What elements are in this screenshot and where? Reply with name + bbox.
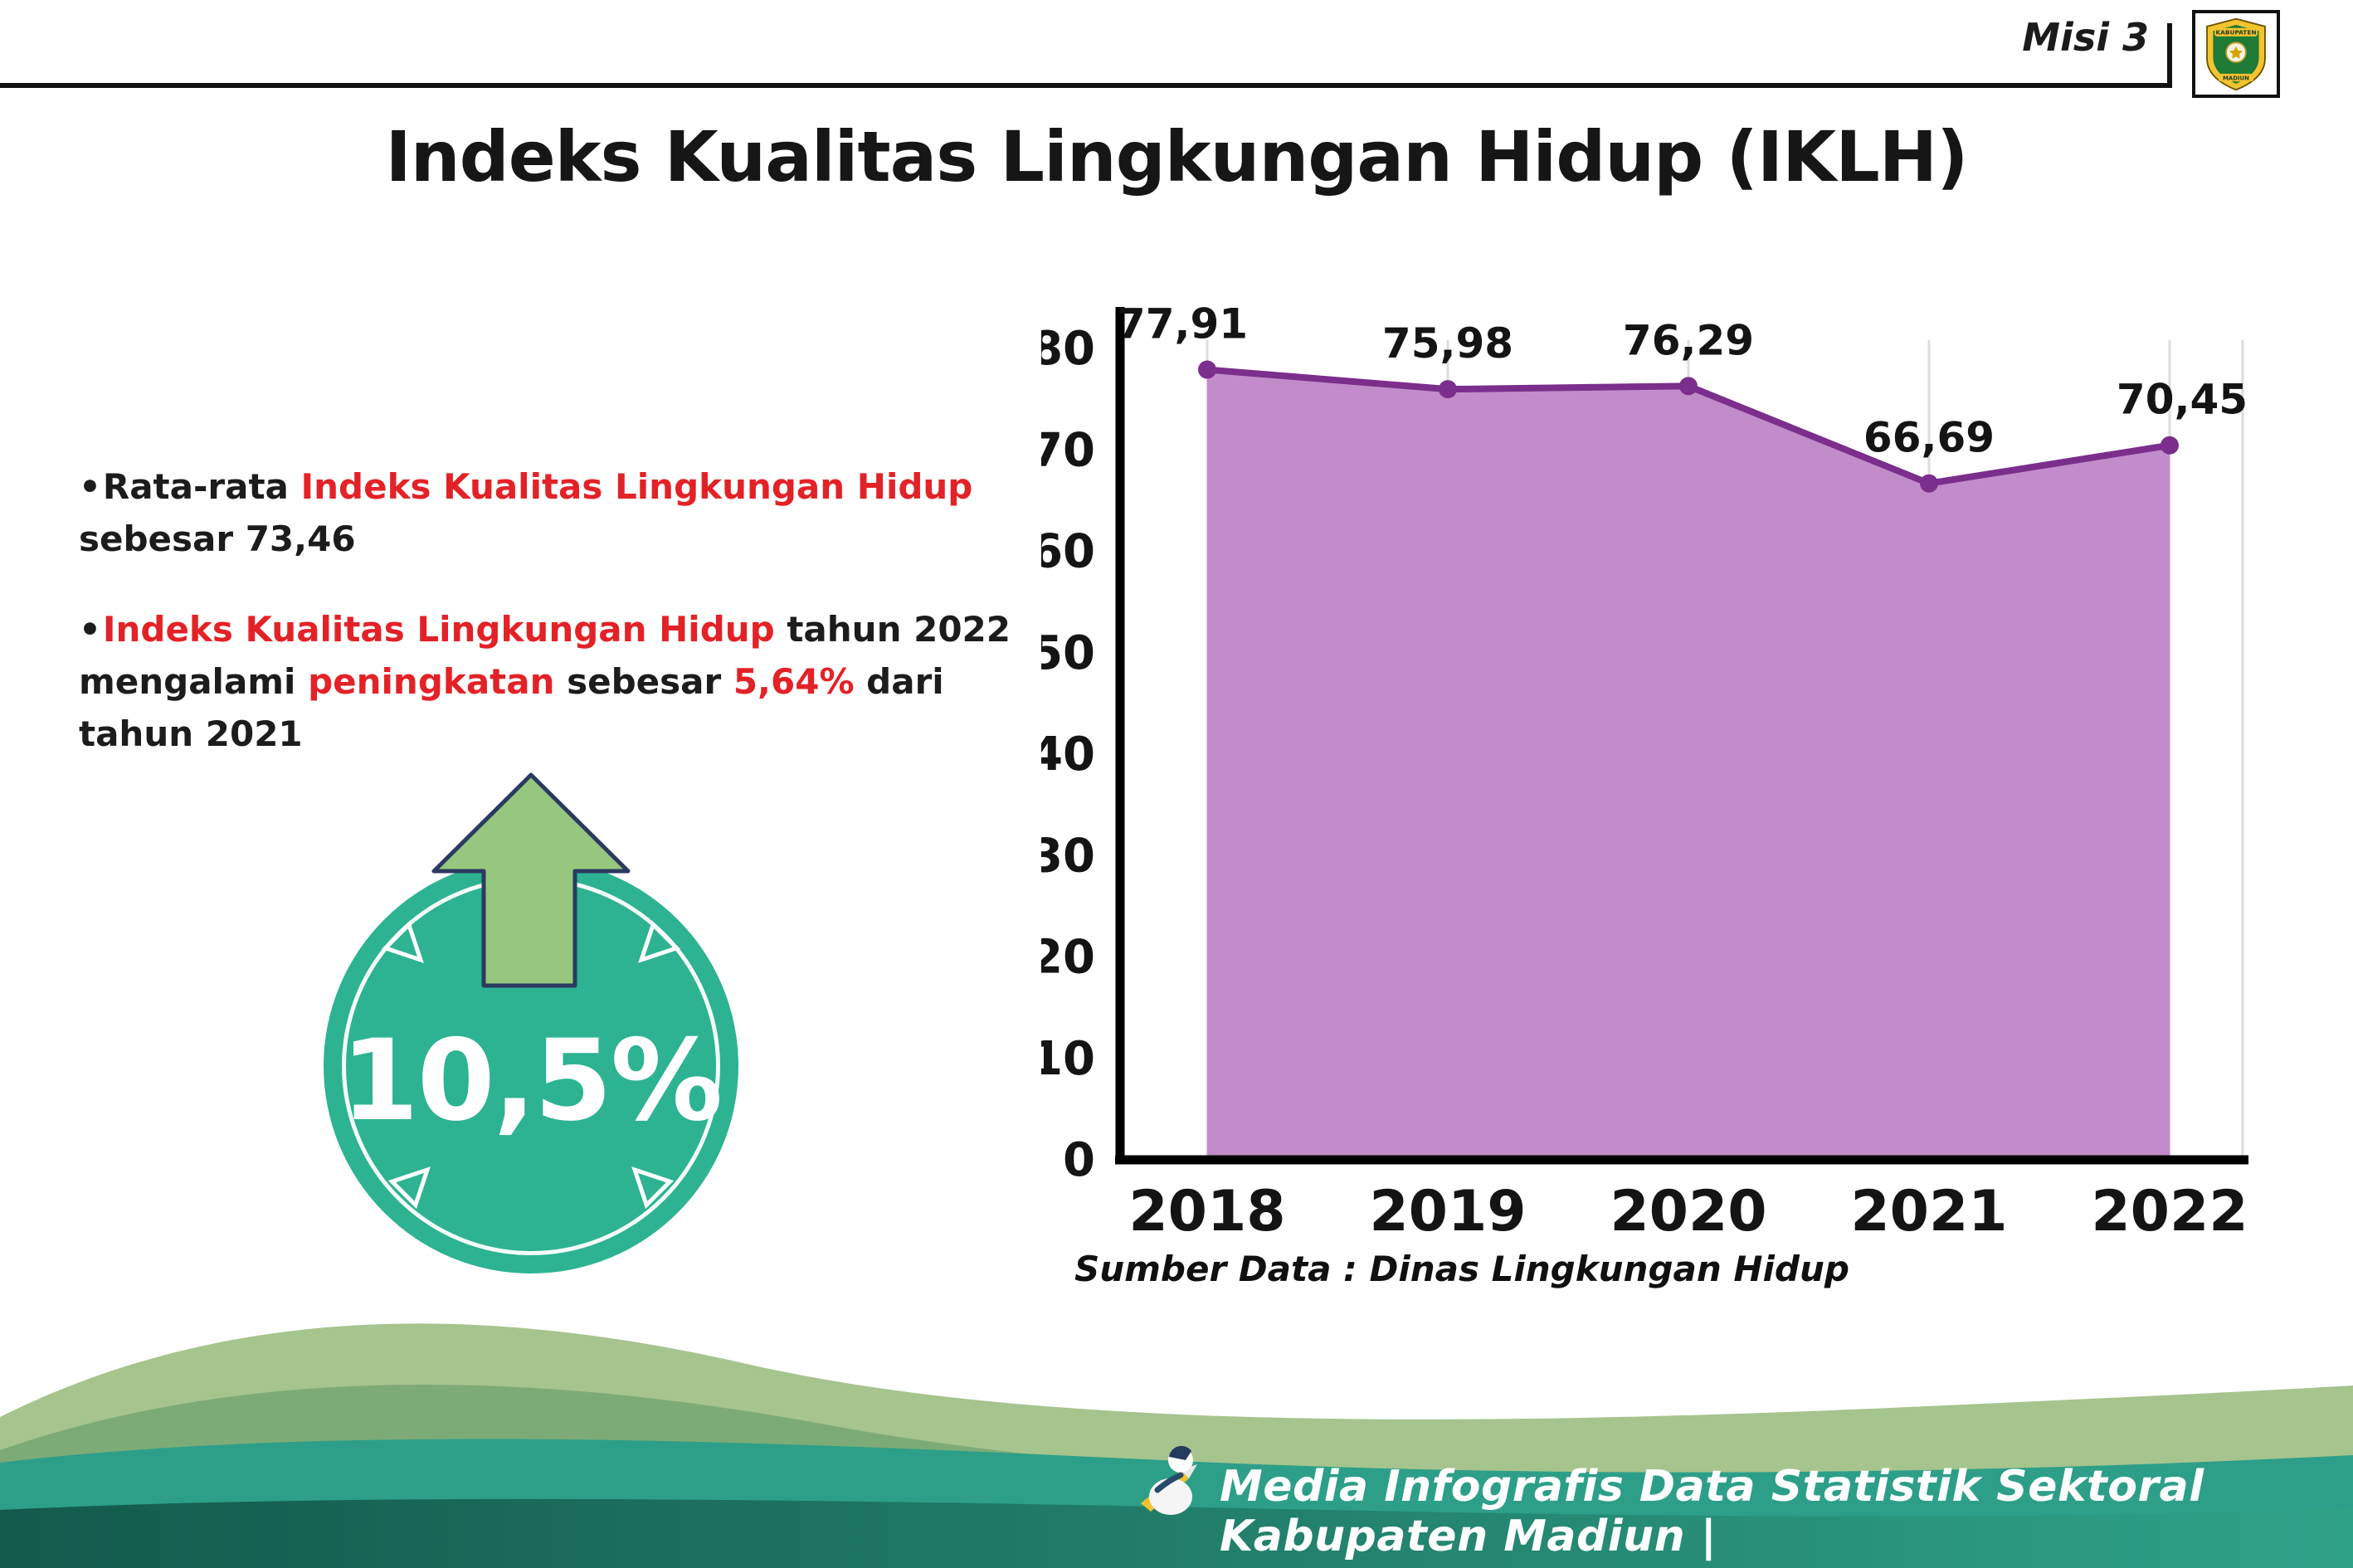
page-title: Indeks Kualitas Lingkungan Hidup (IKLH) (385, 116, 1969, 197)
logo-bracket (2167, 23, 2172, 88)
bullet-text-segment: 5,64% (733, 661, 855, 702)
x-tick-label: 2019 (1369, 1179, 1526, 1244)
bullet-dot: • (79, 466, 101, 507)
bullet-text-segment: sebesar 73,46 (79, 519, 356, 559)
y-tick-label: 20 (1041, 931, 1095, 985)
y-tick-label: 40 (1041, 728, 1095, 782)
footer-credit: Media Infografis Data Statistik Sektoral… (1220, 1462, 2204, 1561)
logo-shield-icon: KABUPATEN MADIUN (2206, 17, 2266, 91)
bullet-text-segment: Indeks Kualitas Lingkungan Hidup (102, 609, 775, 650)
bullet-dot: • (79, 609, 101, 650)
mascot-hair (1169, 1445, 1191, 1460)
value-label: 66,69 (1863, 414, 1995, 462)
x-tick-label: 2020 (1610, 1179, 1766, 1244)
bullet-text-segment: peningkatan (308, 661, 555, 702)
bullet-item: •Rata-rata Indeks Kualitas Lingkungan Hi… (79, 460, 1058, 565)
iklh-area-chart: 77,91 75,98 76,29 66,69 70,45 0 10 20 30 40 50 60 70… (1041, 300, 2248, 1244)
y-tick-label: 60 (1041, 525, 1095, 579)
up-arrow-shape (431, 772, 631, 988)
chart-point (1920, 474, 1938, 493)
bullet-item: •Indeks Kualitas Lingkungan Hidup tahun … (79, 603, 1058, 760)
value-label: 76,29 (1623, 316, 1754, 364)
bullet-text-segment: dari tahun 2021 (79, 661, 944, 754)
chart-point (1198, 360, 1216, 379)
chart-area (1207, 369, 2170, 1160)
chart-point (2161, 436, 2179, 455)
bullet-text-segment: Indeks Kualitas Lingkungan Hidup (300, 466, 973, 507)
y-tick-label: 80 (1041, 322, 1095, 376)
logo-top-text: KABUPATEN (2215, 29, 2256, 37)
logo-banner-bottom (2218, 73, 2254, 82)
y-tick-label: 30 (1041, 829, 1095, 883)
y-tick-label: 10 (1041, 1032, 1095, 1086)
x-tick-label: 2021 (1850, 1179, 2007, 1244)
mascot-body (1149, 1478, 1192, 1515)
badge-corner-ticks (381, 920, 681, 1210)
value-label: 75,98 (1382, 319, 1513, 368)
chart-point (1679, 377, 1698, 396)
bullet-text-segment: sebesar (554, 661, 733, 702)
writer-mascot-icon (1141, 1445, 1197, 1515)
bullet-text-segment: tahun 2022 mengalami (79, 609, 1011, 702)
bullet-text-segment: Rata-rata (102, 466, 301, 507)
y-tick-label: 0 (1063, 1133, 1095, 1187)
badge-value: 10,5% (340, 1015, 723, 1146)
up-arrow-icon (431, 772, 631, 988)
x-tick-label: 2018 (1128, 1179, 1285, 1244)
y-tick-label: 50 (1041, 626, 1095, 680)
value-label: 70,45 (2117, 376, 2248, 424)
data-source-label: Sumber Data : Dinas Lingkungan Hidup (1074, 1249, 1849, 1289)
x-tick-label: 2022 (2091, 1179, 2248, 1244)
summary-bullets: •Rata-rata Indeks Kualitas Lingkungan Hi… (79, 460, 1058, 798)
kabupaten-madiun-logo: KABUPATEN MADIUN (2192, 10, 2280, 98)
y-tick-label: 70 (1041, 423, 1095, 477)
misi-label: Misi 3 (2022, 15, 2149, 60)
logo-banner-top (2214, 27, 2258, 37)
logo-star-icon (2229, 46, 2243, 59)
chart-point (1439, 380, 1457, 399)
badge-tick-icon (638, 920, 681, 963)
badge-tick-icon (631, 1166, 675, 1210)
logo-bottom-text: MADIUN (2223, 75, 2249, 81)
value-label: 77,91 (1117, 300, 1248, 348)
mascot-arm (1154, 1472, 1184, 1493)
header-rule (0, 83, 2170, 88)
wave-dark (0, 1498, 2353, 1568)
pencil-tip (1181, 1464, 1197, 1478)
badge-tick-icon (381, 920, 424, 963)
badge-tick-icon (387, 1166, 431, 1210)
